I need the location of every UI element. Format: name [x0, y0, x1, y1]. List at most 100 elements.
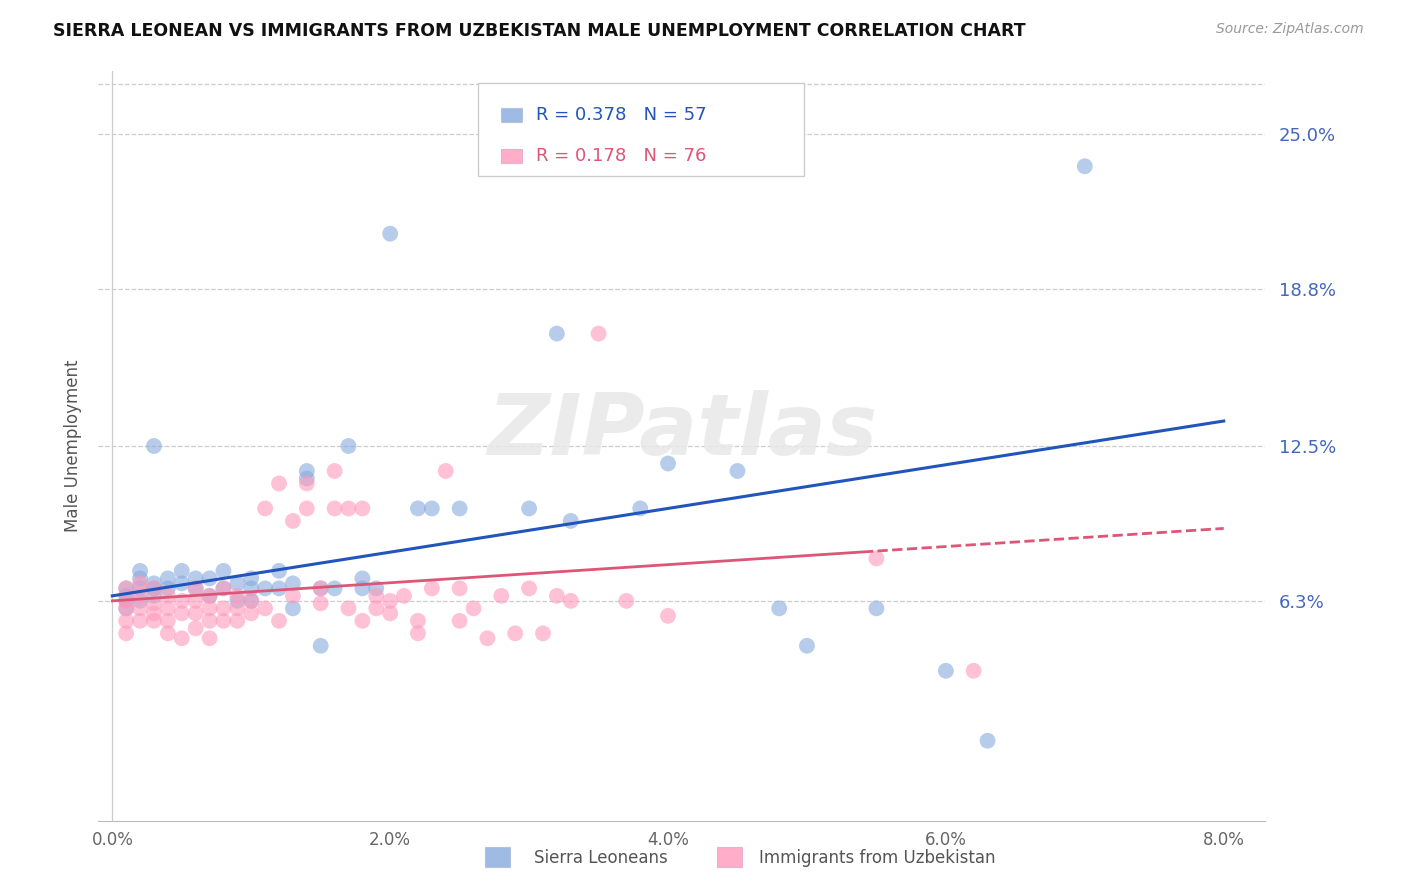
Point — [935, 664, 957, 678]
Point — [156, 589, 179, 603]
Point — [352, 582, 374, 596]
Bar — [485, 847, 510, 867]
Point — [170, 632, 193, 646]
Point — [323, 464, 346, 478]
Point — [503, 626, 526, 640]
Point — [184, 621, 207, 635]
Point — [406, 501, 429, 516]
Point — [434, 464, 457, 478]
Point — [865, 551, 887, 566]
Point — [337, 501, 360, 516]
Point — [380, 227, 402, 241]
Point — [449, 614, 471, 628]
Point — [129, 576, 152, 591]
Point — [309, 582, 332, 596]
Point — [212, 614, 235, 628]
Text: Immigrants from Uzbekistan: Immigrants from Uzbekistan — [759, 849, 995, 867]
Point — [796, 639, 818, 653]
Point — [323, 501, 346, 516]
Point — [420, 582, 443, 596]
Point — [380, 607, 402, 621]
Point — [240, 594, 263, 608]
Point — [184, 571, 207, 585]
Point — [198, 589, 221, 603]
Point — [156, 601, 179, 615]
Point — [170, 576, 193, 591]
Point — [281, 514, 304, 528]
Point — [198, 571, 221, 585]
Point — [143, 576, 166, 591]
Point — [212, 582, 235, 596]
Point — [115, 601, 138, 615]
Point — [546, 589, 568, 603]
Point — [366, 582, 388, 596]
Point — [295, 476, 318, 491]
Point — [115, 589, 138, 603]
Point — [184, 582, 207, 596]
Point — [267, 476, 290, 491]
Point — [657, 608, 679, 623]
Point — [531, 626, 554, 640]
Point — [115, 601, 138, 615]
Point — [129, 594, 152, 608]
Point — [129, 582, 152, 596]
Point — [198, 614, 221, 628]
Point — [976, 733, 998, 747]
Point — [449, 501, 471, 516]
Point — [240, 607, 263, 621]
Point — [1074, 159, 1097, 173]
Text: R = 0.178   N = 76: R = 0.178 N = 76 — [536, 147, 706, 165]
FancyBboxPatch shape — [478, 83, 804, 177]
Point — [198, 589, 221, 603]
Point — [198, 601, 221, 615]
Point — [406, 626, 429, 640]
Point — [337, 439, 360, 453]
Point — [560, 514, 582, 528]
Point — [337, 601, 360, 615]
Point — [281, 576, 304, 591]
Point — [962, 664, 984, 678]
Point — [463, 601, 485, 615]
Point — [281, 589, 304, 603]
Point — [281, 601, 304, 615]
Point — [254, 501, 277, 516]
Point — [267, 614, 290, 628]
Point — [143, 596, 166, 610]
Point — [184, 607, 207, 621]
Y-axis label: Male Unemployment: Male Unemployment — [63, 359, 82, 533]
Point — [129, 614, 152, 628]
Point — [170, 564, 193, 578]
Point — [560, 594, 582, 608]
Point — [420, 501, 443, 516]
Text: ZIPatlas: ZIPatlas — [486, 390, 877, 473]
Bar — [717, 847, 742, 867]
Text: Source: ZipAtlas.com: Source: ZipAtlas.com — [1216, 22, 1364, 37]
Point — [212, 564, 235, 578]
Point — [129, 571, 152, 585]
Point — [727, 464, 749, 478]
Point — [143, 589, 166, 603]
Point — [768, 601, 790, 615]
Point — [226, 594, 249, 608]
Point — [226, 576, 249, 591]
Point — [226, 589, 249, 603]
Point — [449, 582, 471, 596]
Text: R = 0.378   N = 57: R = 0.378 N = 57 — [536, 106, 707, 124]
Point — [115, 614, 138, 628]
FancyBboxPatch shape — [501, 149, 522, 162]
Point — [212, 601, 235, 615]
Point — [491, 589, 513, 603]
Point — [129, 589, 152, 603]
Point — [170, 607, 193, 621]
Point — [115, 594, 138, 608]
Point — [115, 626, 138, 640]
Point — [143, 614, 166, 628]
Point — [352, 614, 374, 628]
Point — [156, 614, 179, 628]
Point — [392, 589, 415, 603]
Point — [143, 582, 166, 596]
Point — [254, 601, 277, 615]
Point — [628, 501, 651, 516]
Point — [226, 601, 249, 615]
Point — [352, 571, 374, 585]
